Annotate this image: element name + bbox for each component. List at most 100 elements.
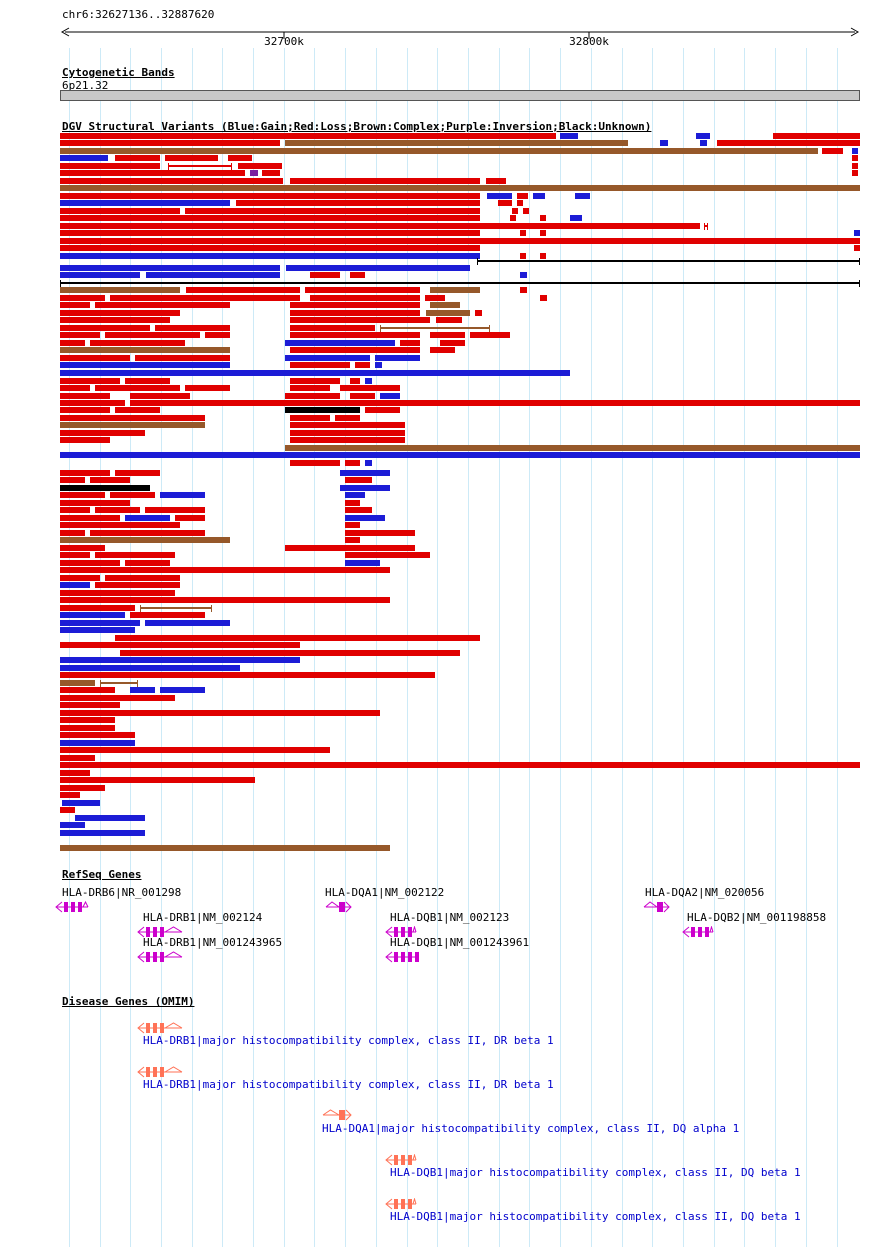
variant-bar[interactable] — [365, 378, 372, 384]
variant-bar[interactable] — [852, 163, 858, 169]
refseq-track-title[interactable]: RefSeq Genes — [62, 868, 142, 881]
variant-bar[interactable] — [523, 208, 529, 214]
variant-bar[interactable] — [540, 230, 546, 236]
variant-bar[interactable] — [60, 732, 135, 738]
gene-glyph[interactable] — [682, 923, 714, 942]
variant-bar[interactable] — [60, 287, 180, 293]
variant-bar[interactable] — [355, 362, 370, 368]
variant-bar[interactable] — [60, 762, 860, 768]
gene-glyph[interactable] — [385, 923, 417, 942]
variant-bar[interactable] — [60, 665, 240, 671]
variant-bar[interactable] — [185, 385, 230, 391]
gene-glyph[interactable] — [322, 1106, 352, 1125]
variant-bar[interactable] — [345, 522, 360, 528]
variant-bar[interactable] — [660, 140, 668, 146]
variant-bar[interactable] — [436, 317, 462, 323]
gene-label[interactable]: HLA-DQB1|NM_002123 — [390, 911, 510, 924]
variant-bar[interactable] — [60, 687, 115, 693]
variant-bar[interactable] — [852, 148, 858, 154]
variant-bar[interactable] — [533, 193, 545, 199]
variant-bar[interactable] — [345, 515, 385, 521]
variant-bar[interactable] — [520, 230, 526, 236]
variant-bar[interactable] — [60, 492, 105, 498]
variant-bar[interactable] — [60, 702, 120, 708]
variant-line[interactable] — [380, 327, 490, 329]
variant-bar[interactable] — [290, 378, 340, 384]
gene-glyph[interactable] — [55, 898, 89, 917]
variant-bar[interactable] — [60, 830, 145, 836]
variant-bar[interactable] — [110, 295, 300, 301]
variant-bar[interactable] — [60, 612, 125, 618]
variant-bar[interactable] — [60, 253, 480, 259]
variant-line[interactable] — [140, 607, 212, 609]
variant-bar[interactable] — [60, 627, 135, 633]
variant-bar[interactable] — [60, 430, 145, 436]
variant-bar[interactable] — [60, 755, 95, 761]
gene-glyph[interactable] — [325, 898, 352, 917]
variant-bar[interactable] — [575, 193, 590, 199]
gene-label[interactable]: HLA-DRB1|NM_001243965 — [143, 936, 283, 949]
variant-bar[interactable] — [60, 537, 230, 543]
variant-bar[interactable] — [345, 500, 360, 506]
variant-bar[interactable] — [540, 215, 546, 221]
variant-bar[interactable] — [60, 178, 283, 184]
variant-bar[interactable] — [60, 740, 135, 746]
variant-bar[interactable] — [95, 507, 140, 513]
variant-bar[interactable] — [145, 507, 205, 513]
variant-bar[interactable] — [854, 245, 860, 251]
variant-bar[interactable] — [290, 415, 330, 421]
variant-bar[interactable] — [345, 530, 415, 536]
variant-bar[interactable] — [60, 393, 110, 399]
variant-bar[interactable] — [60, 522, 180, 528]
variant-bar[interactable] — [60, 507, 90, 513]
variant-bar[interactable] — [60, 355, 130, 361]
variant-bar[interactable] — [773, 133, 860, 139]
cytoband-track-title[interactable]: Cytogenetic Bands — [62, 66, 175, 79]
variant-bar[interactable] — [286, 265, 470, 271]
variant-bar[interactable] — [60, 597, 390, 603]
gene-glyph[interactable] — [137, 1019, 183, 1038]
variant-bar[interactable] — [340, 485, 390, 491]
variant-bar[interactable] — [250, 170, 258, 176]
variant-bar[interactable] — [60, 200, 230, 206]
variant-bar[interactable] — [185, 208, 480, 214]
variant-bar[interactable] — [60, 710, 380, 716]
variant-bar[interactable] — [290, 325, 375, 331]
variant-bar[interactable] — [60, 530, 85, 536]
variant-bar[interactable] — [60, 725, 115, 731]
variant-line[interactable] — [477, 260, 860, 262]
variant-bar[interactable] — [60, 642, 300, 648]
variant-bar[interactable] — [425, 295, 445, 301]
variant-bar[interactable] — [852, 155, 858, 161]
variant-line[interactable] — [168, 165, 232, 167]
variant-bar[interactable] — [60, 785, 105, 791]
gene-glyph[interactable] — [385, 948, 421, 967]
gene-glyph[interactable] — [643, 898, 670, 917]
variant-bar[interactable] — [340, 470, 390, 476]
variant-bar[interactable] — [498, 200, 512, 206]
variant-bar[interactable] — [60, 230, 480, 236]
variant-bar[interactable] — [285, 393, 340, 399]
variant-bar[interactable] — [60, 347, 230, 353]
variant-bar[interactable] — [345, 560, 380, 566]
variant-bar[interactable] — [60, 567, 390, 573]
gene-label[interactable]: HLA-DQB1|major histocompatibility comple… — [390, 1210, 801, 1223]
variant-bar[interactable] — [60, 223, 700, 229]
variant-bar[interactable] — [130, 687, 155, 693]
variant-bar[interactable] — [60, 407, 110, 413]
variant-bar[interactable] — [520, 287, 527, 293]
variant-bar[interactable] — [205, 332, 230, 338]
variant-bar[interactable] — [520, 253, 526, 259]
variant-bar[interactable] — [115, 407, 160, 413]
variant-bar[interactable] — [310, 295, 420, 301]
variant-bar[interactable] — [60, 470, 110, 476]
variant-bar[interactable] — [285, 545, 415, 551]
variant-bar[interactable] — [160, 492, 205, 498]
variant-bar[interactable] — [365, 460, 372, 466]
variant-bar[interactable] — [60, 170, 245, 176]
variant-bar[interactable] — [60, 185, 860, 191]
variant-bar[interactable] — [60, 545, 105, 551]
variant-bar[interactable] — [290, 422, 405, 428]
variant-bar[interactable] — [60, 680, 95, 686]
variant-bar[interactable] — [290, 437, 405, 443]
